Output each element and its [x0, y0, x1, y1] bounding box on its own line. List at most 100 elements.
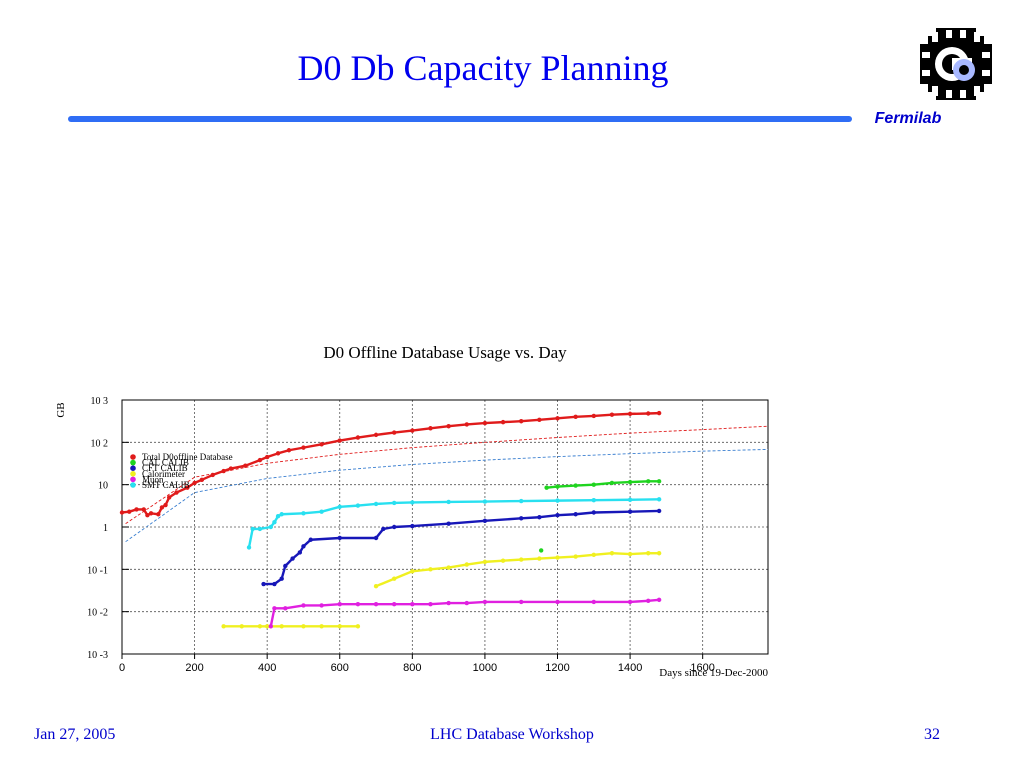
data-point	[656, 479, 662, 484]
series-segment	[575, 553, 594, 558]
series-segment	[310, 536, 340, 541]
series-segment	[539, 417, 558, 422]
series-segment	[575, 414, 594, 419]
series-segment	[321, 603, 340, 607]
series-segment	[412, 427, 431, 432]
series-segment	[557, 415, 576, 420]
data-point	[355, 624, 361, 629]
series-segment	[557, 555, 576, 559]
series-segment	[448, 563, 467, 569]
series-segment	[394, 429, 413, 434]
legend-marker	[130, 482, 136, 488]
data-point	[656, 497, 662, 502]
series-segment	[630, 599, 649, 604]
series-segment	[466, 560, 486, 566]
series-segment	[244, 459, 261, 467]
x-tick-label: 600	[331, 662, 349, 674]
series-segment	[269, 608, 276, 627]
data-point	[656, 551, 662, 556]
x-tick-label: 1200	[545, 662, 569, 674]
series-segment	[593, 510, 631, 514]
legend-label: Muon	[142, 474, 164, 484]
fermilab-logo-icon	[920, 28, 992, 100]
chart-title: D0 Offline Database Usage vs. Day	[323, 343, 567, 362]
series-segment	[412, 522, 449, 528]
fit-line	[125, 448, 769, 543]
x-axis-label: Days since 19-Dec-2000	[659, 667, 768, 679]
series-segment	[557, 484, 576, 488]
series-segment	[466, 600, 485, 605]
series-segment	[430, 601, 449, 606]
series-segment	[502, 558, 522, 562]
chart-grid	[122, 400, 768, 654]
legend-marker	[130, 459, 136, 466]
fermilab-label: Fermilab	[874, 110, 942, 127]
series-segment	[375, 501, 395, 506]
legend-label: CAL CALIB	[142, 458, 189, 468]
series-segment	[630, 509, 660, 513]
series-3	[221, 551, 662, 629]
usage-chart: D0 Offline Database Usage vs. Day GB Day…	[40, 336, 790, 686]
y-tick-label: 10 -3	[87, 650, 108, 661]
legend-label: Total D0offline Database	[142, 452, 233, 462]
series-segment	[557, 513, 576, 517]
series-segment	[484, 420, 504, 425]
footer-page-number: 32	[924, 726, 940, 743]
y-axis-label: GB	[55, 402, 67, 417]
title-underline	[68, 116, 852, 122]
series-segment	[484, 559, 504, 564]
legend-marker	[130, 476, 136, 483]
series-segment	[611, 480, 631, 485]
series-segment	[575, 483, 594, 487]
slide-title: D0 Db Capacity Planning	[297, 48, 669, 88]
series-segment	[611, 552, 631, 556]
series-segment	[357, 433, 377, 439]
footer-event: LHC Database Workshop	[430, 726, 594, 743]
x-tick-label: 800	[403, 662, 421, 674]
series-segment	[593, 552, 613, 557]
series-segment	[288, 446, 304, 452]
series-segment	[448, 519, 486, 525]
series-segment	[430, 566, 449, 571]
legend-label: CFT CALIB	[142, 463, 188, 473]
x-tick-label: 1600	[690, 662, 714, 674]
y-tick-label: 10 -1	[87, 565, 108, 576]
legend-marker	[130, 465, 136, 471]
series-segment	[375, 577, 395, 588]
series-4	[268, 597, 662, 629]
legend-marker	[130, 471, 136, 477]
y-tick-label: 10 3	[91, 396, 109, 407]
x-tick-label: 1400	[618, 662, 642, 674]
series-segment	[630, 480, 649, 484]
series-segment	[303, 510, 322, 515]
fit-line	[125, 425, 769, 525]
data-point	[656, 597, 662, 603]
series-segment	[357, 502, 377, 507]
series-2	[261, 508, 662, 587]
series-segment	[321, 505, 341, 513]
data-point	[538, 548, 544, 553]
series-1	[538, 479, 662, 553]
series-segment	[539, 514, 558, 519]
series-0	[119, 410, 662, 518]
x-tick-label: 0	[119, 662, 125, 674]
series-segment	[230, 464, 246, 470]
series-segment	[521, 516, 540, 520]
series-segment	[593, 481, 613, 486]
x-tick-label: 1000	[473, 662, 497, 674]
series-segment	[611, 412, 631, 416]
series-segment	[394, 524, 413, 529]
series-segment	[484, 517, 522, 523]
series-segment	[448, 423, 467, 428]
legend-label: Calorimeter	[142, 469, 185, 479]
chart-series	[119, 410, 662, 629]
series-segment	[575, 511, 594, 516]
series-segment	[339, 436, 359, 442]
series-segment	[303, 443, 322, 449]
series-segment	[285, 604, 304, 610]
series-segment	[539, 556, 558, 560]
data-point	[656, 410, 662, 416]
series-segment	[393, 570, 413, 580]
series-segment	[593, 413, 613, 418]
